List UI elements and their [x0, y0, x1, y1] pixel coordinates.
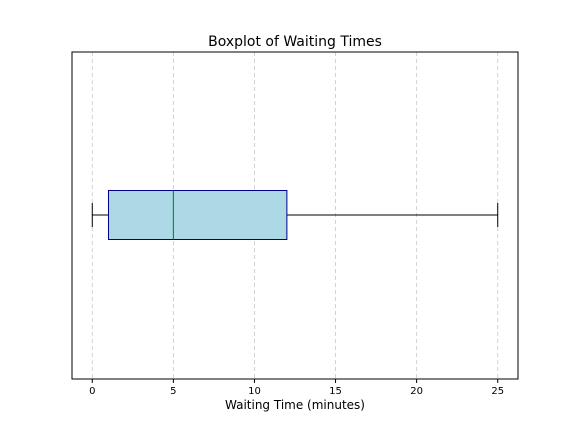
x-tick-label: 0	[89, 386, 95, 397]
x-axis-label: Waiting Time (minutes)	[225, 398, 365, 412]
x-axis-ticks: 0 5 10 15 20 25	[89, 379, 504, 397]
box-plot	[91, 190, 499, 240]
x-tick-label: 15	[329, 386, 342, 397]
plot-frame	[71, 51, 519, 380]
iqr-box	[107, 190, 288, 240]
x-tick-label: 5	[170, 386, 176, 397]
x-tick-label: 25	[491, 386, 504, 397]
x-tick-label: 20	[410, 386, 423, 397]
chart-title: Boxplot of Waiting Times	[208, 34, 382, 50]
x-tick-label: 10	[248, 386, 261, 397]
